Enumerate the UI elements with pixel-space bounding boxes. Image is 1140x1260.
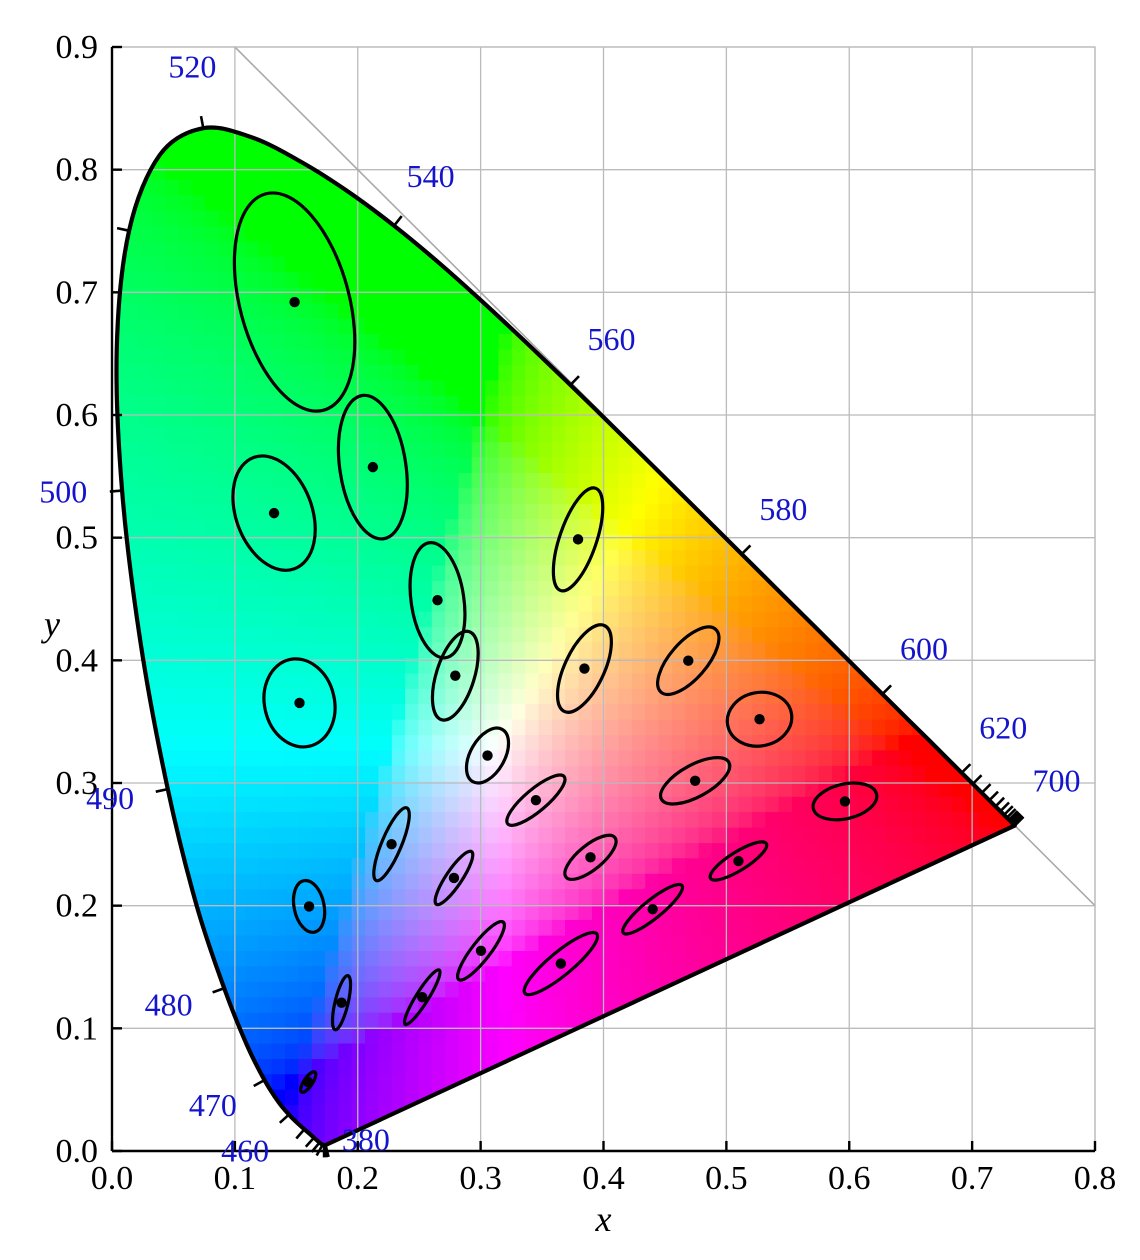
svg-text:0.2: 0.2: [56, 888, 99, 925]
svg-text:0.1: 0.1: [56, 1010, 99, 1047]
svg-text:600: 600: [900, 631, 948, 667]
svg-text:y: y: [41, 604, 60, 644]
svg-text:0.4: 0.4: [582, 1160, 625, 1197]
svg-text:0.7: 0.7: [951, 1160, 994, 1197]
svg-text:0.9: 0.9: [56, 29, 99, 66]
svg-text:620: 620: [979, 709, 1027, 745]
svg-text:480: 480: [145, 986, 193, 1022]
svg-text:520: 520: [168, 49, 216, 85]
svg-text:540: 540: [407, 158, 455, 194]
svg-text:470: 470: [189, 1087, 237, 1123]
svg-text:0.4: 0.4: [56, 642, 99, 679]
svg-text:0.5: 0.5: [56, 520, 99, 557]
svg-text:0.8: 0.8: [56, 152, 99, 189]
svg-text:0.6: 0.6: [56, 397, 99, 434]
svg-text:460: 460: [221, 1132, 269, 1168]
svg-text:490: 490: [86, 780, 134, 816]
svg-text:0.8: 0.8: [1074, 1160, 1117, 1197]
svg-text:0.7: 0.7: [56, 274, 99, 311]
svg-text:0.2: 0.2: [337, 1160, 380, 1197]
svg-text:500: 500: [39, 474, 87, 510]
svg-text:380: 380: [342, 1122, 390, 1158]
svg-text:560: 560: [588, 321, 636, 357]
svg-text:700: 700: [1032, 762, 1080, 798]
svg-text:0.5: 0.5: [705, 1160, 748, 1197]
svg-text:x: x: [595, 1199, 612, 1239]
svg-text:0.3: 0.3: [459, 1160, 502, 1197]
svg-text:0.0: 0.0: [56, 1133, 99, 1170]
svg-text:580: 580: [759, 491, 807, 527]
svg-text:0.6: 0.6: [828, 1160, 871, 1197]
